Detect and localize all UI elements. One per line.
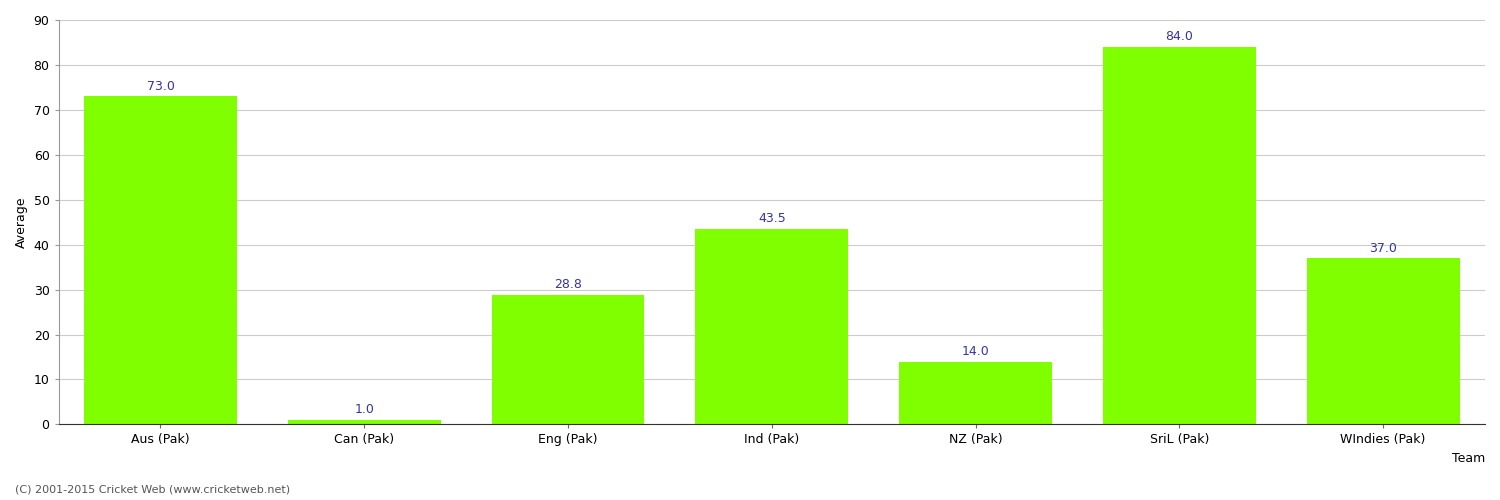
X-axis label: Team: Team bbox=[1452, 452, 1485, 465]
Y-axis label: Average: Average bbox=[15, 196, 28, 248]
Bar bbox=[898, 362, 1052, 424]
Bar bbox=[696, 229, 847, 424]
Bar bbox=[1306, 258, 1460, 424]
Text: 73.0: 73.0 bbox=[147, 80, 174, 93]
Bar bbox=[288, 420, 441, 424]
Bar bbox=[1102, 47, 1256, 424]
Text: 28.8: 28.8 bbox=[554, 278, 582, 291]
Text: 1.0: 1.0 bbox=[354, 404, 374, 416]
Text: 37.0: 37.0 bbox=[1370, 242, 1396, 254]
Text: (C) 2001-2015 Cricket Web (www.cricketweb.net): (C) 2001-2015 Cricket Web (www.cricketwe… bbox=[15, 485, 290, 495]
Bar bbox=[84, 96, 237, 424]
Text: 84.0: 84.0 bbox=[1166, 30, 1194, 44]
Text: 14.0: 14.0 bbox=[962, 345, 990, 358]
Bar bbox=[492, 295, 645, 424]
Text: 43.5: 43.5 bbox=[758, 212, 786, 226]
